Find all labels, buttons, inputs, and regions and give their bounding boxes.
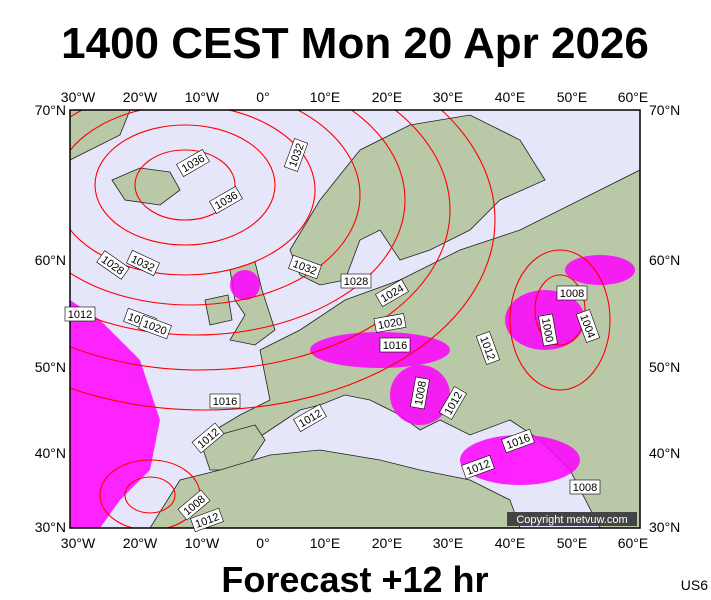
top-label: 30°W (61, 89, 96, 105)
right-label: 60°N (649, 252, 680, 268)
isobar-label-text: 1012 (68, 309, 92, 321)
isobar-label-box (501, 428, 535, 454)
bottom-label: 10°W (185, 535, 220, 551)
isobars (70, 110, 611, 528)
isobar-label-box (64, 306, 96, 322)
isobar-label-box (288, 254, 322, 280)
isobar-label: 1012 (64, 306, 96, 322)
isobar-label-box (209, 393, 241, 409)
isobar-label-box (556, 285, 588, 301)
isobar-label-box (96, 250, 130, 280)
copyright-box (507, 512, 637, 526)
top-label: 40°E (495, 89, 526, 105)
bottom-label: 40°E (495, 535, 526, 551)
top-label: 50°E (557, 89, 588, 105)
left-label: 40°N (35, 445, 66, 461)
isobar-label-box (410, 376, 430, 410)
title: 1400 CEST Mon 20 Apr 2026 (61, 19, 649, 68)
code: US6 (681, 577, 708, 593)
isobar-label: 1000 (538, 313, 558, 347)
isobar-label-text: 1028 (344, 276, 368, 288)
isobar-label-box (439, 386, 467, 420)
isobar-label: 1020 (373, 313, 407, 333)
axis-labels: 30°W 20°W 10°W 0° 10°E 20°E 30°E 40°E 50°E 60°E30… (35, 89, 681, 551)
isobar-label-text: 1008 (560, 288, 584, 300)
isobar-label-text: 1000 (539, 317, 555, 343)
isobar-label-box (283, 138, 309, 172)
isobar-label-text: 1008 (413, 380, 429, 406)
bottom-label: 10°E (310, 535, 341, 551)
isobar-label: 1028 (340, 273, 372, 289)
isobar-label-box (575, 309, 601, 343)
left-label: 50°N (35, 359, 66, 375)
top-label: 0° (256, 89, 269, 105)
left-label: 70°N (35, 102, 66, 118)
isobar-label-text: 1008 (573, 482, 597, 494)
bottom-label: 20°W (123, 535, 158, 551)
isobar-label-box (379, 337, 411, 353)
isobar-label-box (138, 314, 172, 340)
forecast: Forecast +12 hr (221, 559, 488, 600)
isobar-label-box (569, 479, 601, 495)
right-label: 30°N (649, 519, 680, 535)
left-label: 30°N (35, 519, 66, 535)
isobar-label-box (190, 507, 224, 533)
left-label: 60°N (35, 252, 66, 268)
isobar-label-text: 1016 (213, 396, 237, 408)
bottom-label: 60°E (618, 535, 649, 551)
isobar-label: 1016 (209, 393, 241, 409)
top-label: 10°W (185, 89, 220, 105)
isobar-label-box (340, 273, 372, 289)
bottom-label: 0° (256, 535, 269, 551)
copyright: Copyright metvuw.com (516, 514, 627, 526)
isobar-label-box (375, 279, 409, 307)
bottom-label: 30°E (433, 535, 464, 551)
isobar-label-box (177, 489, 211, 521)
top-label: 10°E (310, 89, 341, 105)
isobar-label: 1008 (410, 376, 430, 410)
isobar-label-box (538, 313, 558, 347)
isobar-label-box (475, 331, 501, 365)
isobar-label-text: 1020 (377, 316, 403, 332)
right-label: 50°N (649, 359, 680, 375)
top-label: 20°E (372, 89, 403, 105)
isobar-label-box (209, 186, 243, 214)
bottom-label: 20°E (372, 535, 403, 551)
bottom-label: 30°W (61, 535, 96, 551)
right-label: 70°N (649, 102, 680, 118)
isobar-label-text: 1016 (383, 340, 407, 352)
isobar-label-box (373, 313, 407, 333)
top-label: 60°E (618, 89, 649, 105)
isobar-label: 1008 (569, 479, 601, 495)
isobar-label: 1016 (379, 337, 411, 353)
isobar-label-box (461, 454, 495, 480)
isobar-label-box (176, 149, 210, 177)
top-label: 20°W (123, 89, 158, 105)
top-label: 30°E (433, 89, 464, 105)
isobar-label-box (191, 422, 225, 454)
isobar-label-box (126, 249, 160, 277)
isobar-label: 1008 (556, 285, 588, 301)
isobar-label-box (293, 404, 327, 432)
right-label: 40°N (649, 445, 680, 461)
bottom-label: 50°E (557, 535, 588, 551)
